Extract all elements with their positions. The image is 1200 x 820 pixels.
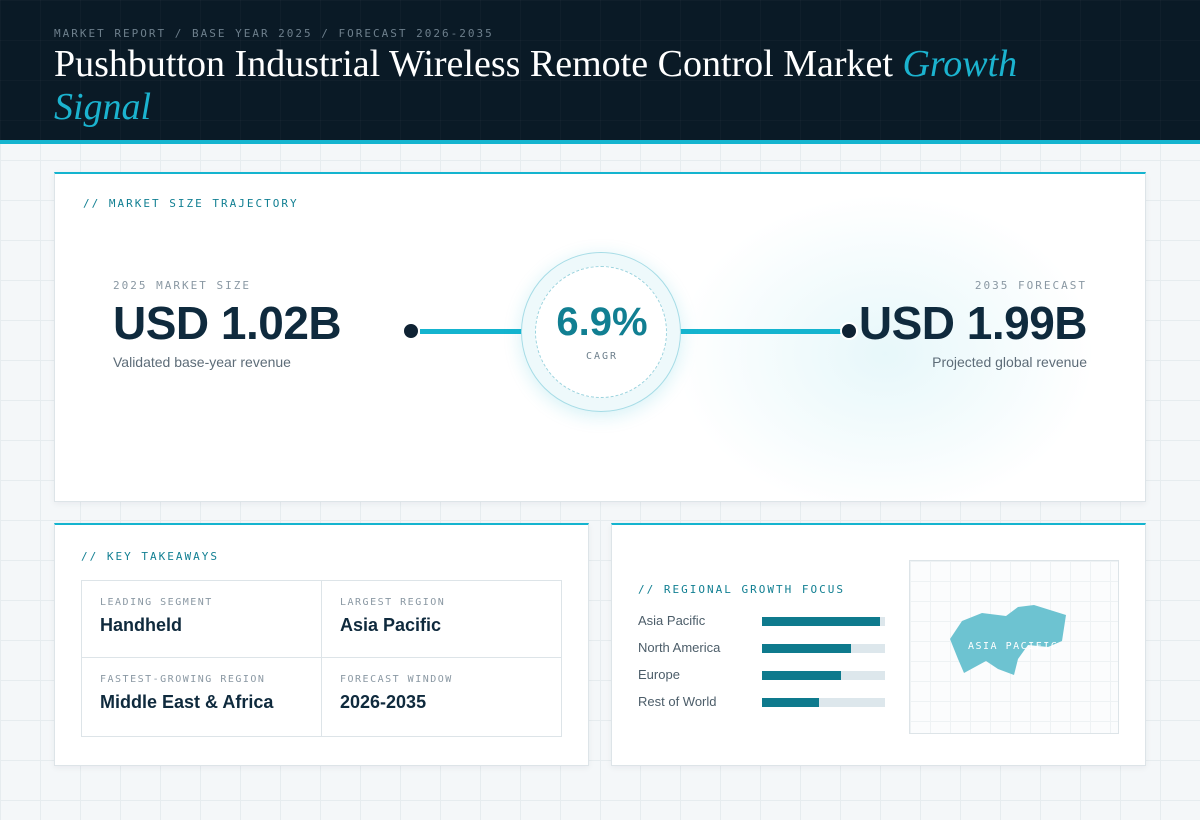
- region-name: North America: [638, 640, 721, 655]
- report-header: MARKET REPORT / BASE YEAR 2025 / FORECAS…: [0, 0, 1200, 144]
- forecast-value: USD 1.99B: [858, 297, 1088, 349]
- cagr-badge-inner: 6.9% CAGR: [535, 266, 667, 398]
- regional-section-label: // REGIONAL GROWTH FOCUS: [638, 583, 845, 596]
- map-region-label: ASIA PACIFIC: [968, 641, 1059, 652]
- base-year-caption: Validated base-year revenue: [113, 354, 291, 370]
- region-bar-track: [762, 617, 885, 626]
- page-title: Pushbutton Industrial Wireless Remote Co…: [54, 43, 1114, 129]
- takeaway-value: Asia Pacific: [340, 615, 442, 635]
- region-row-asia-pacific: Asia Pacific: [638, 613, 888, 631]
- regional-growth-card: // REGIONAL GROWTH FOCUS Asia Pacific No…: [611, 523, 1146, 766]
- region-bar-track: [762, 644, 885, 653]
- takeaway-value: Middle East & Africa: [100, 692, 274, 712]
- cagr-value: 6.9%: [556, 300, 648, 344]
- region-bar-fill: [762, 698, 819, 707]
- region-bar-fill: [762, 617, 881, 626]
- trajectory-line-left: [420, 329, 526, 334]
- region-bar-track: [762, 698, 885, 707]
- asia-pacific-region-shape: [950, 605, 1066, 675]
- takeaway-largest-region: LARGEST REGION Asia Pacific: [322, 581, 561, 658]
- takeaway-key: FASTEST-GROWING REGION: [100, 674, 266, 685]
- region-name: Asia Pacific: [638, 613, 706, 628]
- start-point-marker: [402, 322, 420, 340]
- base-year-kicker: 2025 MARKET SIZE: [113, 279, 251, 292]
- region-name: Europe: [638, 667, 680, 682]
- forecast-caption: Projected global revenue: [932, 354, 1087, 370]
- takeaway-forecast-window: FORECAST WINDOW 2026-2035: [322, 658, 561, 736]
- takeaway-fastest-growing-region: FASTEST-GROWING REGION Middle East & Afr…: [82, 658, 322, 736]
- region-bar-fill: [762, 671, 841, 680]
- region-name: Rest of World: [638, 694, 717, 709]
- region-row-rest-of-world: Rest of World: [638, 694, 888, 712]
- title-main: Pushbutton Industrial Wireless Remote Co…: [54, 43, 903, 85]
- takeaway-leading-segment: LEADING SEGMENT Handheld: [82, 581, 322, 658]
- region-bar-fill: [762, 644, 851, 653]
- title-accent: Growth Signal: [54, 43, 1018, 128]
- cagr-badge: 6.9% CAGR: [521, 252, 681, 412]
- takeaway-value: 2026-2035: [340, 692, 427, 712]
- background-glow: [675, 194, 1095, 501]
- takeaways-grid: LEADING SEGMENT Handheld LARGEST REGION …: [81, 580, 562, 737]
- asia-pacific-map-shape: [950, 605, 1066, 675]
- key-takeaways-card: // KEY TAKEAWAYS LEADING SEGMENT Handhel…: [54, 523, 589, 766]
- region-map: ASIA PACIFIC: [909, 560, 1119, 734]
- forecast-kicker: 2035 FORECAST: [974, 279, 1087, 292]
- region-bar-track: [762, 671, 885, 680]
- market-size-trajectory-card: // MARKET SIZE TRAJECTORY 2025 MARKET SI…: [54, 172, 1146, 502]
- takeaway-key: LEADING SEGMENT: [100, 597, 213, 608]
- end-point-marker: [840, 322, 858, 340]
- report-eyebrow: MARKET REPORT / BASE YEAR 2025 / FORECAS…: [54, 27, 494, 40]
- takeaway-key: LARGEST REGION: [340, 597, 446, 608]
- base-year-value: USD 1.02B: [113, 297, 342, 349]
- region-row-europe: Europe: [638, 667, 888, 685]
- trajectory-line-right: [676, 329, 846, 334]
- trajectory-section-label: // MARKET SIZE TRAJECTORY: [83, 197, 299, 210]
- takeaway-value: Handheld: [100, 615, 183, 635]
- region-row-north-america: North America: [638, 640, 888, 658]
- cagr-label: CAGR: [585, 351, 619, 362]
- takeaway-key: FORECAST WINDOW: [340, 674, 453, 685]
- takeaways-section-label: // KEY TAKEAWAYS: [81, 550, 219, 563]
